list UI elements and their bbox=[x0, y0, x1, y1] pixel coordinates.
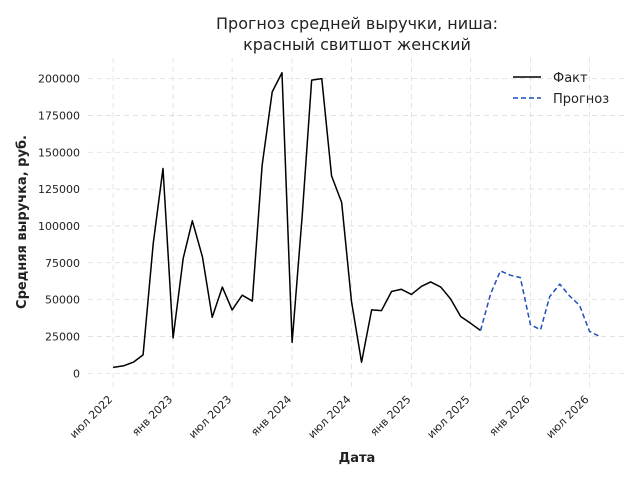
x-axis: июл 2022 янв 2023 июл 2023 янв 2024 июл 2024… bbox=[67, 393, 591, 441]
y-tick-label: 0 bbox=[73, 367, 80, 380]
y-tick-label: 75000 bbox=[45, 257, 80, 270]
x-tick-label: июл 2022 bbox=[67, 393, 115, 441]
chart-title-line: красный свитшот женский bbox=[243, 35, 471, 54]
series-lines bbox=[112, 71, 600, 369]
x-tick-label: янв 2024 bbox=[248, 393, 294, 439]
y-tick-label: 150000 bbox=[38, 146, 80, 159]
y-tick-label: 175000 bbox=[38, 109, 80, 122]
legend-label: Факт bbox=[553, 71, 588, 86]
y-tick-label: 125000 bbox=[38, 183, 80, 196]
x-tick-label: июл 2025 bbox=[425, 393, 473, 441]
x-tick-label: янв 2025 bbox=[368, 393, 414, 439]
y-axis-title: Средняя выручка, руб. bbox=[15, 135, 30, 309]
series-line-actual bbox=[112, 71, 481, 369]
x-tick-label: янв 2023 bbox=[129, 393, 175, 439]
y-tick-label: 50000 bbox=[45, 294, 80, 307]
y-tick-label: 200000 bbox=[38, 73, 80, 86]
x-tick-label: июл 2026 bbox=[544, 393, 592, 441]
x-axis-title: Дата bbox=[339, 451, 376, 466]
series-line-forecast bbox=[479, 270, 600, 338]
grid bbox=[88, 58, 624, 388]
y-axis: 0 25000 50000 75000 100000 125000 150000 175000… bbox=[38, 73, 80, 381]
legend: Факт Прогноз bbox=[513, 71, 609, 107]
chart-title: Прогноз средней выручки, ниша: красный св… bbox=[216, 14, 498, 54]
y-tick-label: 25000 bbox=[45, 330, 80, 343]
x-tick-label: июл 2023 bbox=[186, 393, 234, 441]
legend-label: Прогноз bbox=[553, 92, 609, 107]
y-tick-label: 100000 bbox=[38, 220, 80, 233]
x-tick-label: июл 2024 bbox=[306, 393, 354, 441]
chart-title-line: Прогноз средней выручки, ниша: bbox=[216, 14, 498, 33]
x-tick-label: янв 2026 bbox=[487, 393, 533, 439]
